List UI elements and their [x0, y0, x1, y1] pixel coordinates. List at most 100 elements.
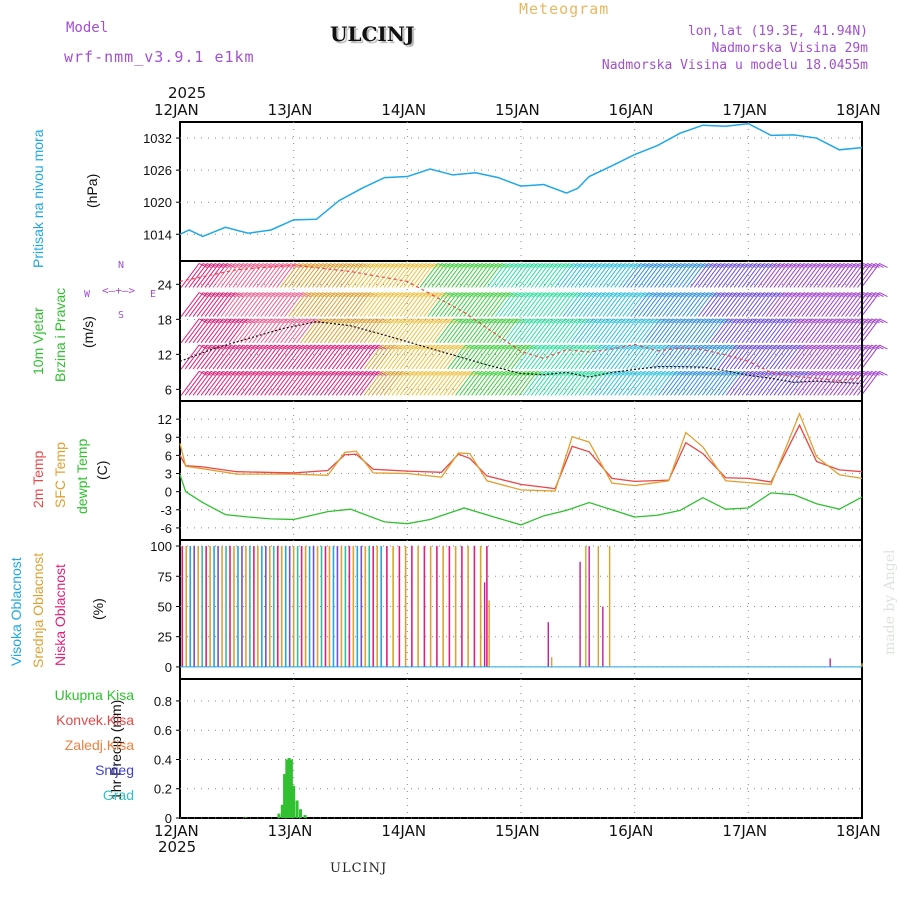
y-tick-label: 100: [150, 539, 172, 554]
wind-barb: [821, 371, 841, 396]
wind-barb: [379, 344, 399, 370]
wind-barb-tick: [457, 292, 466, 298]
wind-barb-tick: [469, 370, 478, 376]
wind-barb-tick: [545, 370, 554, 376]
wind-barb-tick: [258, 370, 268, 376]
wind-barb: [546, 263, 566, 288]
wind-barb-tick: [604, 344, 614, 350]
wind-barb-tick: [338, 292, 347, 298]
wind-barb-tick: [497, 262, 506, 268]
wind-barb-tick: [688, 318, 697, 324]
wind-barb-tick: [445, 370, 455, 376]
precip-bar: [280, 804, 284, 818]
wind-barb-tick: [811, 262, 821, 268]
wind-barb: [323, 371, 343, 396]
wind-barb: [526, 344, 546, 370]
wind-barb-tick: [242, 344, 252, 350]
wind-barb: [817, 371, 837, 396]
wind-barb: [487, 344, 506, 370]
wind-barb: [252, 344, 272, 370]
wind-barb: [192, 292, 212, 317]
wind-barb-tick: [652, 318, 661, 324]
wind-barb-tick: [716, 262, 725, 268]
wind-barb: [355, 344, 375, 370]
wind-barb-tick: [724, 262, 733, 268]
wind-barb: [674, 292, 693, 317]
wind-barb-tick: [763, 318, 773, 324]
wind-barb: [777, 371, 797, 396]
wind-barb: [745, 263, 765, 288]
wind-barb-tick: [684, 318, 693, 324]
wind-barb: [204, 344, 224, 370]
wind-barb-tick: [664, 292, 673, 298]
wind-barb: [252, 371, 272, 396]
wind-barb-tick: [509, 344, 518, 350]
wind-barb: [495, 292, 514, 317]
wind-barb: [343, 263, 363, 288]
wind-barb-tick: [616, 262, 626, 268]
wind-barb: [753, 318, 773, 344]
wind-barb-tick: [449, 370, 458, 376]
wind-barb-tick: [358, 370, 367, 376]
wind-barb: [471, 292, 490, 317]
wind-barb-tick: [362, 318, 371, 324]
wind-barb: [451, 344, 471, 370]
wind-barb: [395, 263, 415, 288]
wind-barb: [443, 344, 463, 370]
wind-barb: [423, 292, 443, 317]
wind-barb: [610, 263, 630, 288]
wind-barb-tick: [238, 344, 248, 350]
wind-barb: [809, 263, 829, 288]
wind-barb: [188, 371, 208, 396]
wind-barb-tick: [350, 344, 359, 350]
wind-barb-tick: [501, 344, 510, 350]
wind-barb: [821, 318, 841, 344]
wind-barb-tick: [310, 262, 319, 268]
wind-barb-tick: [401, 292, 411, 298]
wind-barb: [606, 263, 626, 288]
wind-barb-tick: [811, 318, 821, 324]
wind-barb-tick: [505, 370, 514, 376]
wind-barb-tick: [358, 292, 367, 298]
wind-barb-tick: [839, 262, 848, 268]
wind-barb-tick: [318, 318, 327, 324]
wind-barb-tick: [238, 318, 248, 324]
wind-barb: [689, 344, 709, 370]
wind-barb: [837, 344, 856, 370]
wind-barb: [857, 344, 876, 370]
wind-barb: [439, 263, 459, 288]
wind-barb: [598, 263, 618, 288]
wind-barb-tick: [369, 370, 379, 376]
wind-barb: [765, 344, 785, 370]
wind-barb-tick: [739, 262, 749, 268]
wind-barb: [220, 318, 240, 344]
wind-barb-tick: [835, 344, 844, 350]
wind-barb: [200, 292, 220, 317]
wind-barb-tick: [560, 344, 570, 350]
wind-barb: [749, 344, 769, 370]
wind-barb: [825, 344, 845, 370]
wind-barb-tick: [600, 318, 610, 324]
wind-barb: [825, 318, 845, 344]
wind-barb: [658, 292, 677, 317]
wind-barb: [646, 292, 666, 317]
wind-barb: [678, 292, 697, 317]
wind-barb-tick: [644, 344, 653, 350]
wind-barb-tick: [198, 370, 208, 376]
wind-barb-tick: [720, 292, 729, 298]
wind-barb-tick: [823, 292, 832, 298]
wind-barb-tick: [843, 292, 852, 298]
wind-barb: [670, 371, 689, 396]
wind-barb-tick: [509, 318, 518, 324]
wind-barb-tick: [839, 344, 848, 350]
wind-barb: [495, 263, 514, 288]
wind-barb: [594, 344, 614, 370]
wind-barb: [642, 292, 662, 317]
wind-barb-tick: [712, 370, 721, 376]
wind-barb-tick: [604, 292, 614, 298]
wind-barb-tick: [322, 370, 331, 376]
wind-barb: [685, 371, 705, 396]
wind-barb-tick: [660, 344, 669, 350]
wind-barb: [208, 344, 228, 370]
wind-barb-tick: [469, 344, 478, 350]
